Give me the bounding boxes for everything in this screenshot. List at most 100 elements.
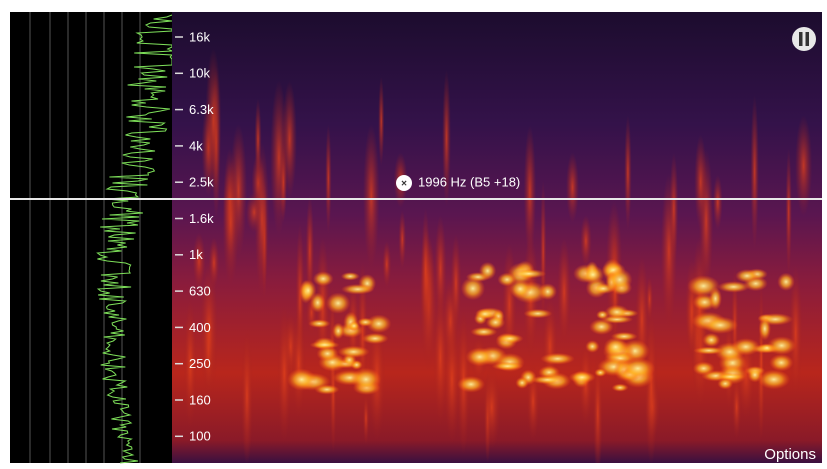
energy-streak [421, 208, 430, 332]
energy-peak [604, 337, 628, 357]
pause-circle[interactable] [792, 27, 816, 51]
energy-peak [607, 268, 633, 291]
energy-peak [314, 384, 339, 394]
energy-streak [399, 210, 407, 269]
energy-peak [687, 275, 720, 296]
readout-text: 1996 Hz (B5 +18) [418, 174, 520, 189]
energy-peak [470, 327, 497, 337]
energy-peak [313, 271, 334, 286]
energy-streak [241, 326, 253, 465]
energy-peak [530, 375, 564, 384]
energy-peak [287, 368, 316, 390]
frequency-label: 250 [189, 356, 211, 371]
energy-peak [492, 362, 524, 371]
energy-peak [457, 376, 485, 393]
energy-peak [777, 273, 795, 291]
spectrogram-app: 16k10k6.3k4k2.5k1.6k1k630400250160100 × … [0, 0, 827, 469]
frequency-label: 4k [189, 138, 203, 153]
energy-streak [363, 392, 369, 444]
frequency-label: 16k [189, 29, 210, 44]
energy-streak [580, 215, 591, 267]
energy-streak [444, 316, 459, 443]
energy-peak [693, 361, 715, 375]
energy-peak [341, 284, 374, 295]
energy-streak [325, 124, 331, 233]
energy-peak [612, 384, 629, 392]
frequency-label: 1.6k [189, 211, 214, 226]
energy-peak [735, 269, 758, 283]
energy-peak [308, 319, 330, 328]
energy-streak [557, 238, 571, 347]
energy-streak [694, 135, 707, 230]
frequency-label: 1k [189, 247, 203, 262]
energy-peak [523, 309, 552, 318]
energy-peak [569, 371, 596, 383]
energy-streak [524, 125, 536, 258]
energy-streak [255, 99, 262, 182]
energy-peak [479, 262, 496, 280]
energy-peak [767, 336, 796, 355]
energy-peak [717, 281, 749, 292]
frequency-label: 10k [189, 66, 210, 81]
energy-streak [713, 175, 723, 230]
energy-streak [382, 241, 391, 288]
energy-peak [703, 316, 739, 334]
energy-peak [540, 353, 574, 365]
energy-streak [732, 375, 741, 439]
energy-peak [341, 272, 360, 280]
frequency-label: 160 [189, 392, 211, 407]
energy-streak [540, 180, 546, 324]
energy-streak [222, 160, 239, 285]
energy-peak [758, 370, 791, 390]
pause-bar [799, 32, 803, 46]
energy-peak [515, 377, 528, 389]
options-button[interactable]: Options [764, 446, 816, 463]
energy-peak [348, 321, 360, 331]
energy-streak [451, 234, 462, 333]
energy-streak [363, 124, 380, 268]
energy-streak [277, 305, 291, 443]
energy-streak [624, 115, 631, 230]
energy-peak [620, 357, 655, 379]
energy-peak [759, 317, 771, 340]
energy-peak [326, 292, 351, 313]
energy-peak [512, 269, 547, 278]
close-glyph: × [401, 179, 407, 190]
frequency-label: 100 [189, 429, 211, 444]
frequency-label: 400 [189, 320, 211, 335]
pause-bar [806, 32, 810, 46]
energy-streak [566, 152, 579, 222]
energy-peak [362, 333, 389, 344]
energy-peak [332, 323, 344, 340]
energy-peak [605, 305, 629, 320]
frequency-label: 6.3k [189, 102, 214, 117]
energy-streak [292, 309, 306, 419]
energy-streak [378, 76, 384, 166]
energy-streak [750, 95, 759, 249]
energy-streak [280, 143, 287, 223]
energy-peak [475, 308, 495, 319]
energy-streak [786, 148, 792, 276]
frequency-label: 2.5k [189, 175, 214, 190]
energy-peak [466, 347, 494, 366]
energy-peak [716, 373, 746, 381]
energy-streak [483, 366, 501, 449]
energy-peak [702, 333, 720, 347]
energy-peak [769, 354, 793, 371]
energy-peak [461, 277, 485, 301]
energy-peak [693, 347, 724, 355]
energy-streak [758, 279, 764, 438]
energy-peak [337, 346, 369, 358]
energy-peak [509, 279, 531, 298]
pause-button[interactable] [792, 27, 816, 51]
energy-peak [351, 368, 381, 391]
energy-peak [731, 338, 760, 355]
energy-streak [645, 309, 658, 465]
energy-peak [585, 340, 599, 353]
energy-streak [669, 152, 678, 266]
energy-peak [594, 368, 606, 377]
energy-peak [300, 280, 316, 301]
frequency-label: 630 [189, 284, 211, 299]
energy-peak [316, 346, 338, 361]
energy-peak [496, 334, 523, 344]
